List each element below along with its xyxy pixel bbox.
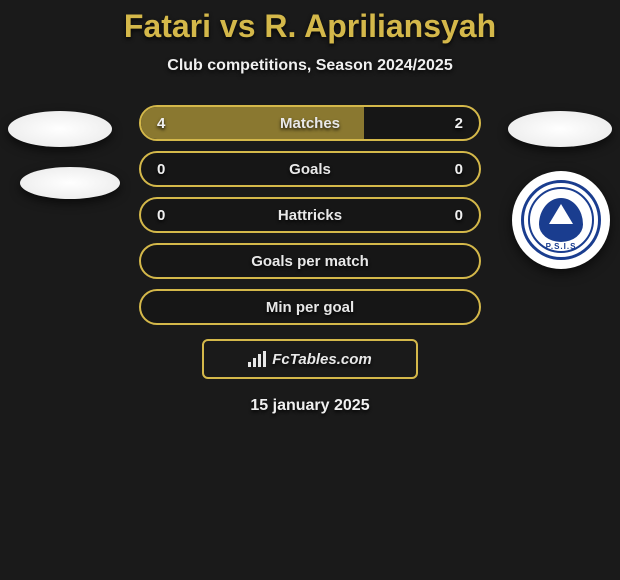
player-right-avatar-placeholder bbox=[508, 111, 612, 147]
content-area: P.S.I.S 4 Matches 2 0 Goals 0 0 Hattrick… bbox=[0, 105, 620, 415]
stat-row-matches: 4 Matches 2 bbox=[139, 105, 481, 141]
stat-row-goals: 0 Goals 0 bbox=[139, 151, 481, 187]
club-badge-icon: P.S.I.S bbox=[521, 180, 601, 260]
stat-left-value: 0 bbox=[157, 207, 165, 224]
stat-label: Hattricks bbox=[141, 207, 479, 224]
stat-row-mpg: Min per goal bbox=[139, 289, 481, 325]
stat-left-value: 4 bbox=[157, 115, 165, 132]
club-badge-text: P.S.I.S bbox=[524, 242, 598, 251]
player-right-club-badge: P.S.I.S bbox=[512, 171, 610, 269]
bar-chart-icon bbox=[248, 351, 266, 367]
watermark-text: FcTables.com bbox=[272, 351, 371, 368]
stat-label: Goals per match bbox=[141, 253, 479, 270]
footer-date: 15 january 2025 bbox=[0, 397, 620, 415]
stat-left-value: 0 bbox=[157, 161, 165, 178]
stat-row-gpm: Goals per match bbox=[139, 243, 481, 279]
stat-label: Min per goal bbox=[141, 299, 479, 316]
stat-rows: 4 Matches 2 0 Goals 0 0 Hattricks 0 Goal… bbox=[139, 105, 481, 325]
stat-right-value: 2 bbox=[455, 115, 463, 132]
stat-right-value: 0 bbox=[455, 207, 463, 224]
stat-right-value: 0 bbox=[455, 161, 463, 178]
stat-label: Matches bbox=[141, 115, 479, 132]
watermark-box[interactable]: FcTables.com bbox=[202, 339, 418, 379]
page-title: Fatari vs R. Apriliansyah bbox=[0, 0, 620, 45]
stat-row-hattricks: 0 Hattricks 0 bbox=[139, 197, 481, 233]
page-subtitle: Club competitions, Season 2024/2025 bbox=[0, 57, 620, 75]
player-left-club-placeholder bbox=[20, 167, 120, 199]
player-left-avatar-placeholder bbox=[8, 111, 112, 147]
stat-label: Goals bbox=[141, 161, 479, 178]
